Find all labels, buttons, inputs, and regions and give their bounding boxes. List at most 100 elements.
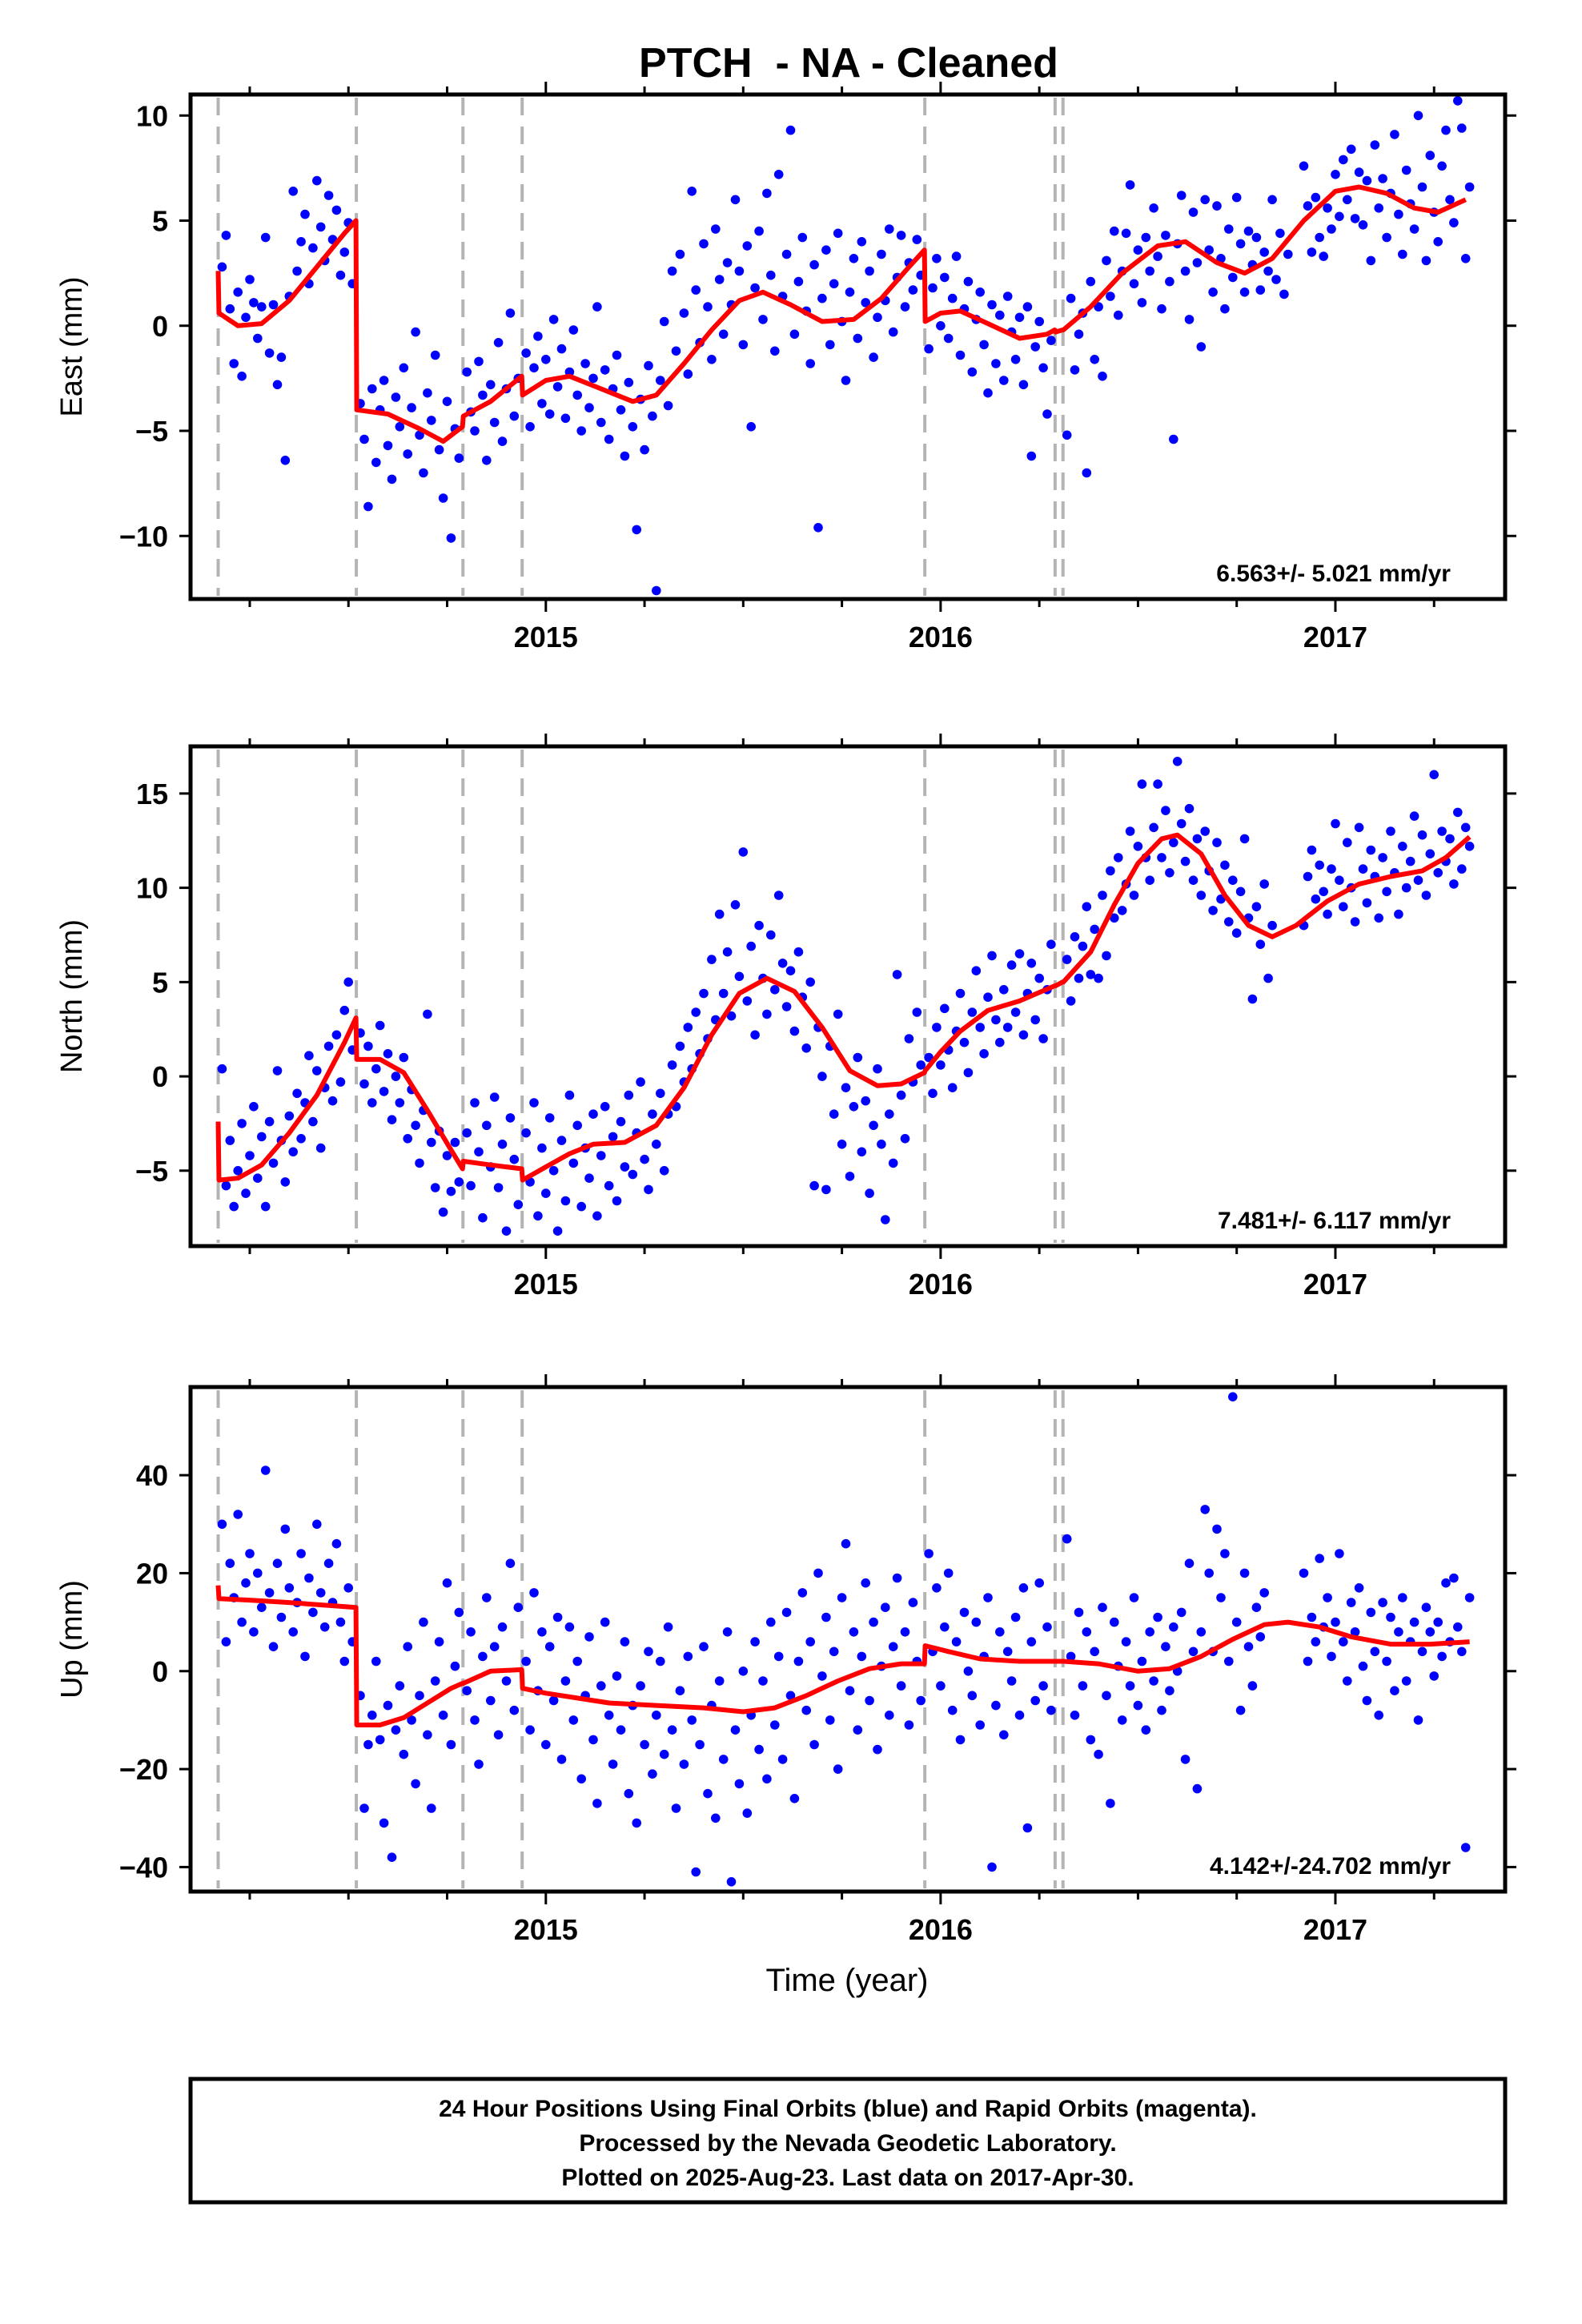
- data-point: [1196, 1627, 1207, 1637]
- data-point: [620, 451, 630, 461]
- data-point: [474, 356, 484, 367]
- data-point: [1449, 1573, 1459, 1583]
- data-point: [1378, 853, 1387, 862]
- data-point: [1224, 1656, 1234, 1667]
- data-point: [319, 1622, 330, 1632]
- data-point: [817, 1072, 827, 1081]
- data-point: [1046, 336, 1056, 345]
- data-point: [315, 1143, 326, 1153]
- data-point: [446, 533, 456, 543]
- data-point: [371, 1063, 381, 1074]
- data-point: [221, 1180, 231, 1191]
- data-point: [1239, 1568, 1250, 1578]
- data-point: [497, 1140, 508, 1149]
- data-point: [1394, 1627, 1403, 1637]
- data-point: [722, 947, 733, 957]
- data-point: [438, 1207, 448, 1217]
- data-point: [1370, 1647, 1380, 1657]
- data-point: [564, 1090, 575, 1100]
- data-point: [1335, 875, 1344, 885]
- data-point: [777, 1755, 788, 1764]
- data-point: [509, 1705, 520, 1715]
- y-axis-label: North (mm): [55, 919, 89, 1073]
- data-point: [947, 293, 958, 304]
- data-point: [1335, 1549, 1344, 1558]
- data-point: [722, 258, 733, 267]
- data-point: [1409, 811, 1419, 821]
- data-point: [1161, 231, 1170, 240]
- data-point: [983, 1593, 993, 1602]
- data-point: [652, 1140, 661, 1149]
- data-point: [659, 1166, 669, 1176]
- data-point: [1125, 1681, 1135, 1691]
- data-point: [1251, 232, 1262, 243]
- data-point: [1228, 272, 1238, 283]
- y-tick-label: 0: [152, 1655, 168, 1688]
- data-point: [1042, 409, 1052, 419]
- data-point: [652, 585, 661, 596]
- data-point: [1366, 255, 1376, 266]
- data-point: [1255, 285, 1266, 295]
- data-point: [1382, 1656, 1391, 1667]
- data-point: [315, 222, 326, 232]
- data-point: [596, 1151, 606, 1160]
- data-point: [963, 276, 974, 287]
- data-point: [707, 955, 717, 964]
- data-point: [1200, 826, 1210, 836]
- data-point: [1114, 853, 1123, 862]
- data-point: [1358, 1661, 1368, 1671]
- data-point: [781, 249, 792, 259]
- data-point: [379, 376, 389, 385]
- data-point: [995, 1627, 1005, 1637]
- data-point: [857, 237, 867, 247]
- data-point: [233, 1510, 243, 1519]
- data-point: [466, 1627, 476, 1637]
- data-point: [1343, 1676, 1352, 1686]
- data-point: [1002, 1023, 1013, 1032]
- data-point: [762, 188, 772, 199]
- data-point: [1231, 1617, 1242, 1627]
- y-tick-label: 10: [136, 99, 168, 132]
- data-point: [1074, 329, 1084, 340]
- plot-frame: [188, 92, 1508, 601]
- data-point: [604, 1711, 614, 1720]
- data-point: [932, 254, 942, 263]
- data-point: [253, 1568, 263, 1578]
- data-point: [249, 298, 259, 308]
- data-point: [1066, 293, 1076, 304]
- data-point: [257, 1132, 267, 1142]
- data-point: [249, 1627, 259, 1637]
- data-point: [805, 359, 815, 368]
- data-point: [241, 312, 251, 323]
- data-point: [983, 388, 993, 398]
- data-point: [1231, 192, 1242, 203]
- data-point: [423, 1009, 432, 1019]
- data-point: [1327, 224, 1336, 234]
- model-line: [215, 1585, 1470, 1727]
- data-point: [343, 1583, 354, 1593]
- data-point: [636, 1077, 645, 1087]
- y-axis-label: Up (mm): [55, 1580, 89, 1699]
- data-point: [1417, 182, 1427, 192]
- data-point: [1350, 1627, 1360, 1637]
- data-point: [260, 232, 271, 243]
- data-point: [1133, 1700, 1143, 1711]
- data-point: [245, 1151, 255, 1160]
- data-point: [758, 1676, 768, 1686]
- data-point: [1106, 292, 1115, 301]
- data-point: [1200, 195, 1210, 205]
- data-point: [323, 1041, 334, 1051]
- data-point: [766, 930, 776, 940]
- data-point: [331, 205, 342, 215]
- data-point: [1382, 232, 1391, 243]
- data-point: [734, 971, 745, 982]
- data-point: [837, 1140, 847, 1149]
- data-point: [505, 1113, 516, 1123]
- data-point: [877, 1140, 886, 1149]
- data-point: [1464, 1593, 1475, 1602]
- data-point: [1117, 1715, 1127, 1725]
- data-point: [758, 315, 768, 324]
- data-point: [632, 525, 641, 535]
- data-point: [331, 1030, 342, 1040]
- data-point: [1401, 883, 1411, 893]
